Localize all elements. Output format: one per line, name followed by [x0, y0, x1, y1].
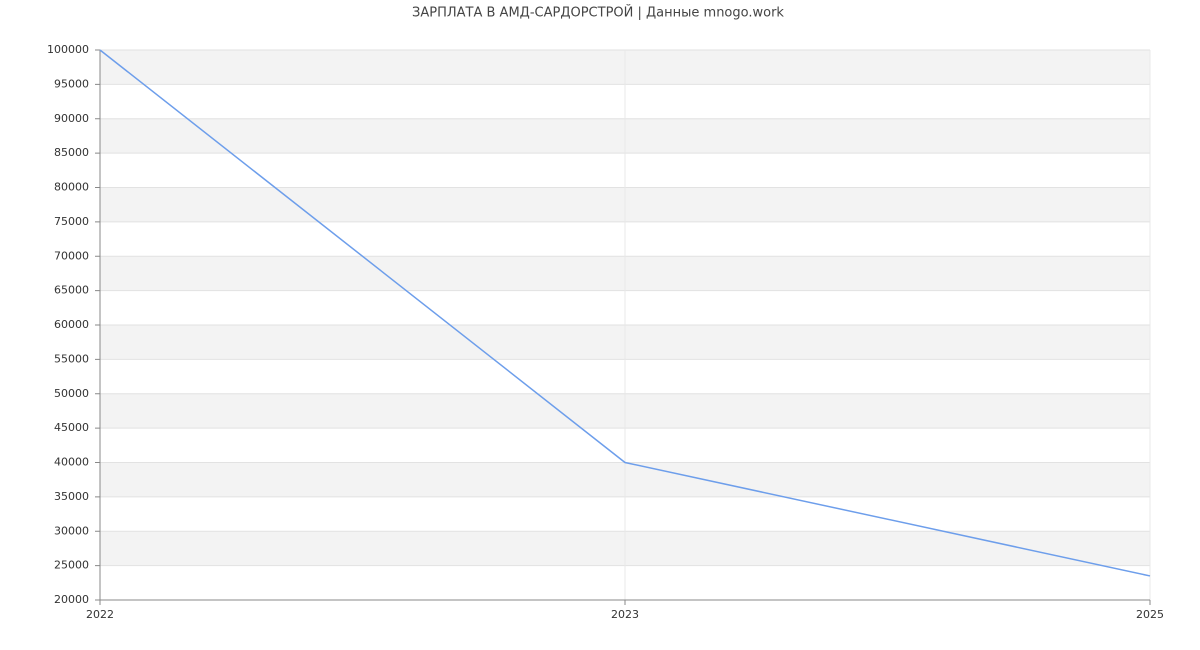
y-tick-label: 75000 [54, 215, 89, 228]
y-tick-label: 70000 [54, 249, 89, 262]
y-tick-label: 25000 [54, 559, 89, 572]
y-tick-label: 55000 [54, 352, 89, 365]
y-tick-label: 95000 [54, 77, 89, 90]
y-tick-label: 65000 [54, 284, 89, 297]
y-tick-label: 45000 [54, 421, 89, 434]
x-tick-label: 2023 [611, 608, 639, 621]
y-tick-label: 20000 [54, 593, 89, 606]
y-tick-label: 30000 [54, 524, 89, 537]
x-tick-label: 2025 [1136, 608, 1164, 621]
y-tick-label: 50000 [54, 387, 89, 400]
x-tick-label: 2022 [86, 608, 114, 621]
chart-title: ЗАРПЛАТА В АМД-САРДОРСТРОЙ | Данные mnog… [412, 5, 784, 21]
y-tick-label: 40000 [54, 456, 89, 469]
y-tick-label: 90000 [54, 112, 89, 125]
y-tick-label: 80000 [54, 181, 89, 194]
y-tick-label: 100000 [47, 43, 89, 56]
y-tick-label: 60000 [54, 318, 89, 331]
y-tick-label: 35000 [54, 490, 89, 503]
line-series [99, 49, 1151, 577]
y-tick-label: 85000 [54, 146, 89, 159]
